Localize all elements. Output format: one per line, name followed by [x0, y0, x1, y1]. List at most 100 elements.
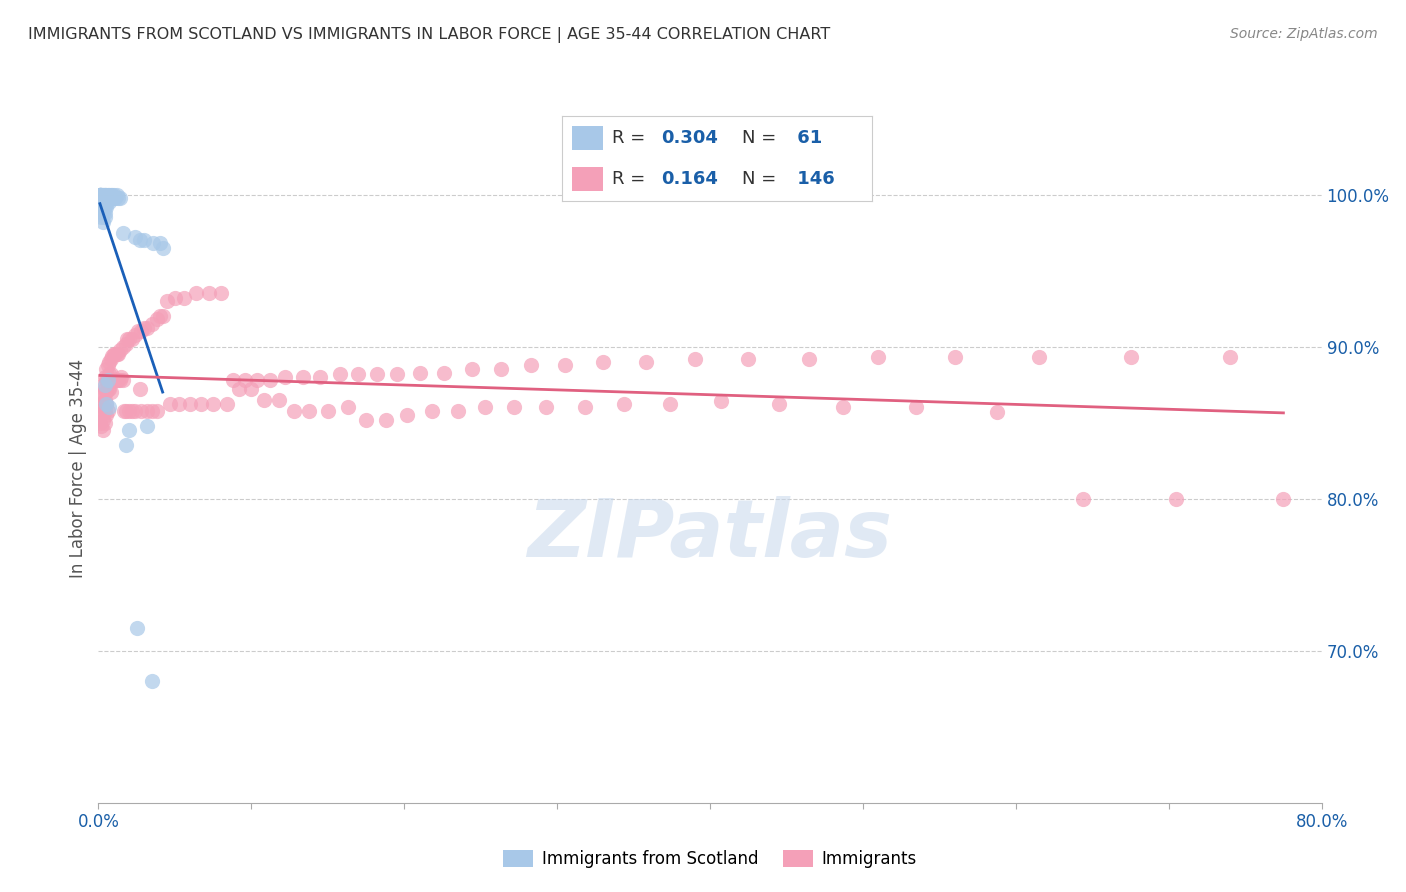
Point [366, 367, 388, 381]
Point [554, 358, 576, 372]
Point [98, 382, 121, 396]
Point [101, 349, 124, 363]
Point [298, 403, 321, 417]
Point [121, 332, 143, 346]
Point [799, 351, 821, 366]
Text: R =: R = [612, 169, 651, 187]
Point [433, 366, 456, 380]
Point [179, 397, 201, 411]
Point [136, 321, 159, 335]
Point [105, 373, 128, 387]
Point [128, 233, 150, 247]
Point [90, 418, 112, 433]
Text: ZIPatlas: ZIPatlas [527, 496, 893, 574]
Point [91, 215, 114, 229]
Point [115, 438, 138, 452]
Point [100, 367, 122, 381]
Bar [572, 126, 603, 150]
Point [90, 388, 112, 402]
Point [121, 403, 143, 417]
Point [246, 373, 269, 387]
Point [159, 397, 181, 411]
Point [89, 187, 111, 202]
Point [228, 382, 250, 396]
Point [145, 312, 167, 326]
Point [197, 286, 219, 301]
Point [97, 382, 120, 396]
Point [94, 362, 117, 376]
Point [98, 367, 121, 381]
Text: 61: 61 [792, 128, 823, 146]
Point [233, 373, 256, 387]
Point [93, 382, 115, 396]
Point [118, 332, 141, 346]
Point [1166, 491, 1188, 506]
Point [91, 195, 114, 210]
Point [905, 401, 928, 415]
Point [1028, 351, 1050, 365]
Point [101, 373, 124, 387]
Point [91, 401, 114, 415]
Point [93, 187, 115, 202]
Point [91, 377, 114, 392]
Point [105, 347, 128, 361]
Point [124, 403, 146, 417]
Point [110, 370, 132, 384]
Point [118, 403, 141, 417]
Point [89, 403, 111, 417]
Point [89, 187, 111, 202]
Point [447, 403, 470, 417]
Point [240, 382, 263, 396]
Point [316, 403, 339, 417]
Point [91, 187, 114, 202]
Point [169, 397, 191, 411]
Point [94, 408, 117, 422]
Point [336, 401, 359, 415]
Point [91, 187, 114, 202]
Point [115, 403, 138, 417]
Point [943, 351, 966, 365]
Point [103, 373, 125, 387]
Bar [572, 167, 603, 191]
Point [90, 202, 112, 217]
Point [98, 355, 121, 369]
Point [94, 397, 117, 411]
Point [93, 403, 115, 417]
Point [127, 325, 149, 339]
Point [474, 401, 496, 415]
Point [142, 236, 165, 251]
Legend: Immigrants from Scotland, Immigrants: Immigrants from Scotland, Immigrants [496, 843, 924, 875]
Point [111, 373, 134, 387]
Point [89, 187, 111, 202]
Point [420, 403, 443, 417]
Point [98, 195, 121, 210]
Point [832, 401, 855, 415]
Point [97, 187, 120, 202]
Point [520, 358, 543, 372]
Point [91, 191, 114, 205]
Point [202, 397, 225, 411]
Point [124, 230, 146, 244]
Text: 0.164: 0.164 [661, 169, 718, 187]
Point [90, 407, 112, 421]
Point [129, 403, 152, 417]
Point [89, 187, 111, 202]
Point [94, 187, 117, 202]
Point [93, 211, 115, 225]
Point [93, 377, 115, 392]
Point [97, 358, 120, 372]
Point [292, 370, 315, 384]
Point [354, 412, 377, 426]
Point [107, 347, 129, 361]
Text: N =: N = [742, 128, 782, 146]
Point [156, 293, 179, 308]
Point [163, 291, 186, 305]
Point [309, 370, 332, 384]
Point [136, 418, 159, 433]
Point [374, 412, 396, 426]
Text: N =: N = [742, 169, 782, 187]
Point [215, 397, 238, 411]
Point [90, 397, 112, 411]
Point [98, 187, 121, 202]
Point [103, 187, 125, 202]
